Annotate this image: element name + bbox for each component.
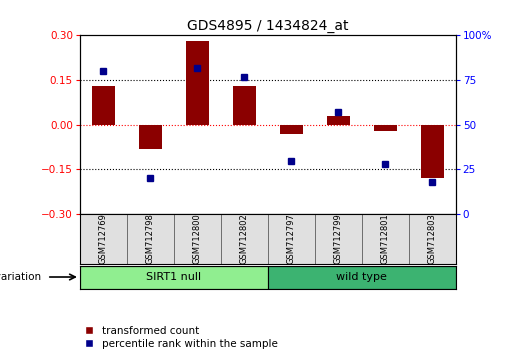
Bar [80, 266, 268, 289]
Bar [362, 214, 409, 264]
Title: GDS4895 / 1434824_at: GDS4895 / 1434824_at [187, 19, 349, 33]
Text: GSM712798: GSM712798 [146, 213, 155, 264]
Bar [80, 214, 127, 264]
Bar [373, 125, 397, 131]
Text: GSM712769: GSM712769 [99, 213, 108, 264]
Text: GSM712799: GSM712799 [334, 213, 343, 264]
Bar [268, 266, 456, 289]
Bar [139, 125, 162, 149]
Bar [221, 214, 268, 264]
Bar [185, 41, 209, 125]
Bar [92, 86, 115, 125]
Text: SIRT1 null: SIRT1 null [146, 272, 201, 282]
Bar [409, 214, 456, 264]
Bar [233, 86, 256, 125]
Bar [174, 214, 221, 264]
Text: genotype/variation: genotype/variation [0, 272, 41, 282]
Bar [268, 214, 315, 264]
Text: GSM712800: GSM712800 [193, 213, 202, 264]
Text: GSM712801: GSM712801 [381, 213, 390, 264]
Text: GSM712797: GSM712797 [287, 213, 296, 264]
Bar [421, 125, 444, 178]
Bar [280, 125, 303, 134]
Text: wild type: wild type [336, 272, 387, 282]
Text: GSM712803: GSM712803 [428, 213, 437, 264]
Text: GSM712802: GSM712802 [240, 213, 249, 264]
Bar [127, 214, 174, 264]
Legend: transformed count, percentile rank within the sample: transformed count, percentile rank withi… [85, 326, 278, 349]
Bar [327, 116, 350, 125]
Bar [315, 214, 362, 264]
